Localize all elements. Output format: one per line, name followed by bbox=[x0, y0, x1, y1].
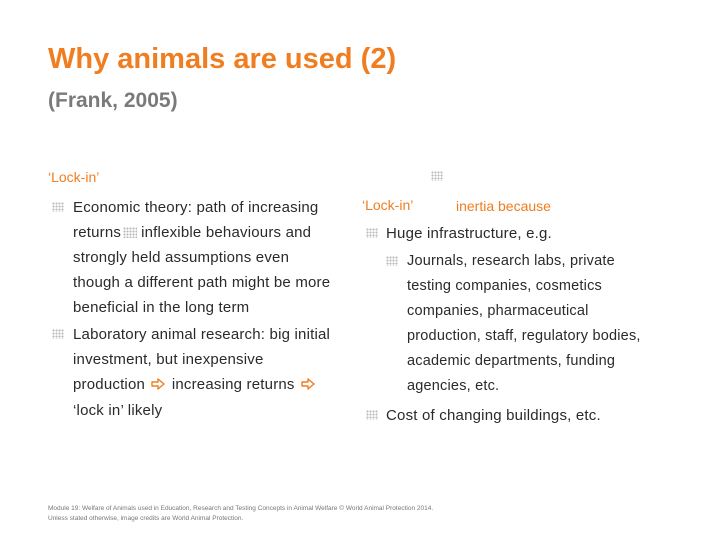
lock-in-label: ‘Lock-in’ bbox=[362, 197, 414, 213]
left-bullet1-line2: returns inflexible behaviours and bbox=[73, 224, 311, 241]
left-bullet1-line1: Economic theory: path of increasing bbox=[73, 199, 319, 216]
left-bullet1-line2a: returns bbox=[73, 224, 122, 241]
hollow-arrow-icon bbox=[151, 378, 166, 390]
right-sub-line6: agencies, etc. bbox=[407, 378, 500, 394]
right-bullet1: Huge infrastructure, e.g. bbox=[386, 225, 552, 242]
dotted-bullet-icon bbox=[386, 256, 398, 266]
left-bullet2-line3a: production bbox=[73, 376, 146, 393]
left-bullet1-line3: strongly held assumptions even bbox=[73, 249, 290, 266]
dotted-bullet-icon bbox=[366, 410, 378, 420]
dotted-bullet-icon bbox=[52, 202, 64, 212]
dotted-bullet-icon bbox=[123, 227, 138, 238]
left-bullet2-line3b: increasing returns bbox=[171, 376, 295, 393]
right-sub-line1: Journals, research labs, private bbox=[407, 253, 615, 269]
left-bullet2-line1: Laboratory animal research: big initial bbox=[73, 326, 331, 343]
page-subtitle: (Frank, 2005) bbox=[48, 89, 178, 112]
footer-line2: Unless stated otherwise, image credits a… bbox=[48, 515, 244, 522]
left-bullet2-line4: ‘lock in’ likely bbox=[73, 402, 163, 419]
left-bullet2-line3: production increasing returns bbox=[73, 376, 317, 393]
right-sub-line3: companies, pharmaceutical bbox=[407, 303, 589, 319]
left-bullet1-line5: beneficial in the long term bbox=[73, 299, 250, 316]
left-bullet1-line4: though a different path might be more bbox=[73, 274, 331, 291]
left-bullet1-line2b: inflexible behaviours and bbox=[141, 224, 312, 241]
dotted-bullet-icon bbox=[366, 228, 378, 238]
left-bullet2-line2: investment, but inexpensive bbox=[73, 351, 264, 368]
inertia-heading: inertia because bbox=[456, 198, 551, 214]
right-sub-line4: production, staff, regulatory bodies, bbox=[407, 328, 641, 344]
right-sub-line2: testing companies, cosmetics bbox=[407, 278, 602, 294]
dotted-bullet-icon bbox=[52, 329, 64, 339]
dotted-bullet-icon bbox=[431, 171, 443, 181]
right-sub-line5: academic departments, funding bbox=[407, 353, 616, 369]
page-title: Why animals are used (2) bbox=[48, 43, 397, 75]
footer-line1: Module 19: Welfare of Animals used in Ed… bbox=[48, 505, 434, 512]
hollow-arrow-icon bbox=[301, 378, 315, 390]
right-bullet2: Cost of changing buildings, etc. bbox=[386, 407, 601, 424]
lock-in-heading: ‘Lock-in’ bbox=[48, 169, 100, 185]
